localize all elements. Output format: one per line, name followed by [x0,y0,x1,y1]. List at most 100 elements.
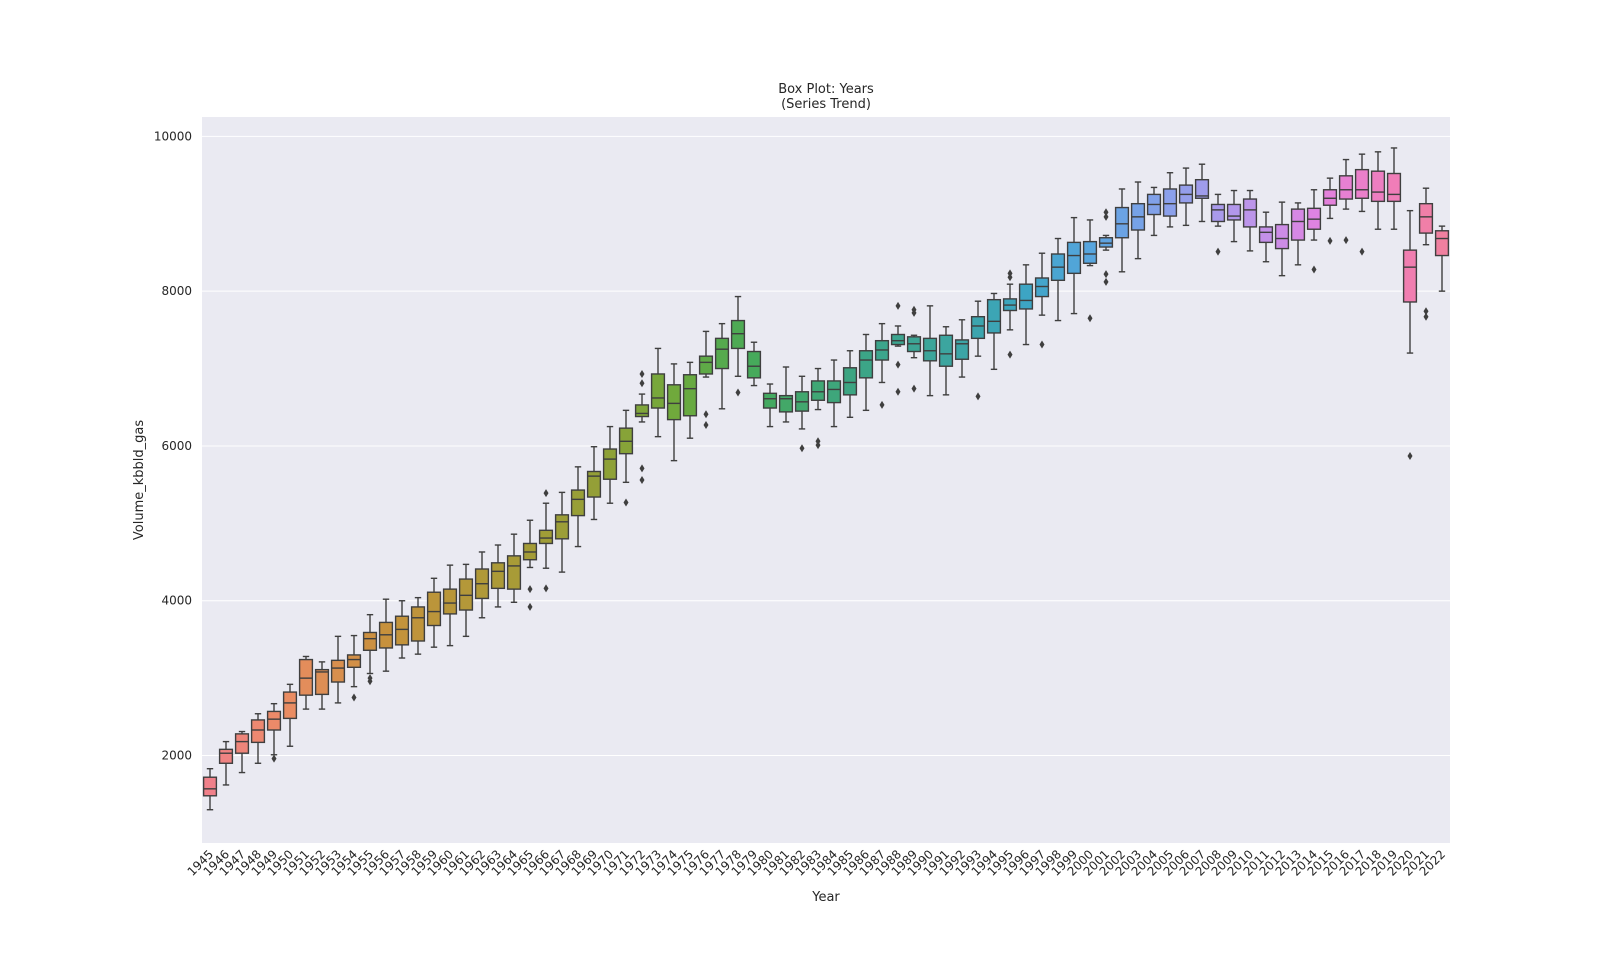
box-1976 [698,330,714,430]
outlier-point [1423,307,1429,316]
outlier-point [271,754,277,763]
box-1964 [506,533,522,603]
box-2014 [1306,189,1322,274]
outlier-point [1359,247,1365,256]
box-body [922,337,938,362]
gridlines [202,135,1450,757]
box-1995 [1002,269,1018,359]
box-body [442,588,458,615]
outlier-point [1343,236,1349,245]
box-body [1370,170,1386,203]
box-body [410,606,426,642]
box-body [1322,189,1338,206]
box-body [346,654,362,669]
box-1963 [490,544,506,608]
box-1983 [810,367,826,450]
box-2009 [1226,189,1242,243]
box-body [570,489,586,517]
box-body [1066,241,1082,275]
box-body [938,334,954,367]
outlier-point [703,410,709,419]
box-1979 [746,341,762,387]
y-tick-label-2000: 2000 [161,749,192,763]
box-1955 [362,613,378,686]
outlier-point [543,584,549,593]
box-body [1034,277,1050,298]
box-1968 [570,466,586,548]
y-tick-labels: 2000 4000 6000 8000 10000 [154,129,192,762]
outlier-point [1327,236,1333,245]
outlier-point [1103,277,1109,286]
box-body [1434,230,1450,257]
box-1965 [522,519,538,611]
box-1986 [858,333,874,412]
outlier-point [911,308,917,317]
box-body [1402,249,1418,303]
box-1988 [890,301,906,396]
box-body [314,668,330,696]
box-2020 [1402,209,1418,461]
box-2007 [1194,163,1210,223]
box-body [762,392,778,409]
box-body [1386,172,1402,203]
box-1981 [778,366,794,423]
box-body [426,591,442,627]
box-body [650,373,666,409]
outlier-point [1215,247,1221,256]
box-body [1258,226,1274,244]
box-1966 [538,489,554,593]
box-1961 [458,563,474,638]
box-body [714,337,730,370]
box-body [842,367,858,396]
box-body [698,355,714,375]
box-1946 [218,740,234,786]
box-body [1338,175,1354,200]
outlier-point [1103,270,1109,279]
outlier-point [815,437,821,446]
box-2015 [1322,177,1338,245]
box-1953 [330,635,346,704]
y-tick-label-10000: 10000 [154,129,192,143]
outlier-point [623,498,629,507]
box-2002 [1114,188,1130,273]
outlier-point [543,489,549,498]
x-tick-labels: 1945194619471948194919501951195219531954… [185,847,1448,878]
box-body [1418,202,1434,234]
box-1973 [650,347,666,438]
outlier-point [639,369,645,378]
box-1974 [666,363,682,462]
outlier-point [703,421,709,430]
box-1956 [378,598,394,672]
box-body [1242,198,1258,228]
box-2011 [1258,211,1274,263]
box-1947 [234,730,250,774]
box-body [266,710,282,731]
outlier-point [799,444,805,453]
box-body [682,374,698,417]
box-body [394,615,410,646]
boxes [202,147,1450,811]
box-2000 [1082,219,1098,323]
box-body [490,562,506,590]
box-body [746,350,762,379]
outlier-point [367,674,373,683]
box-2017 [1354,153,1370,256]
box-body [1226,203,1242,221]
box-1989 [906,305,922,393]
box-1997 [1034,252,1050,349]
box-body [954,339,970,360]
box-body [858,350,874,379]
box-2010 [1242,189,1258,252]
box-body [730,319,746,350]
box-2022 [1434,225,1450,292]
box-body [458,578,474,611]
chart-subtitle: (Series Trend) [781,97,871,112]
box-body [1082,240,1098,264]
box-1980 [762,383,778,428]
box-body [666,384,682,421]
outlier-point [975,392,981,401]
box-1999 [1066,216,1082,315]
box-body [826,380,842,404]
box-1996 [1018,264,1034,346]
box-body [234,733,250,754]
